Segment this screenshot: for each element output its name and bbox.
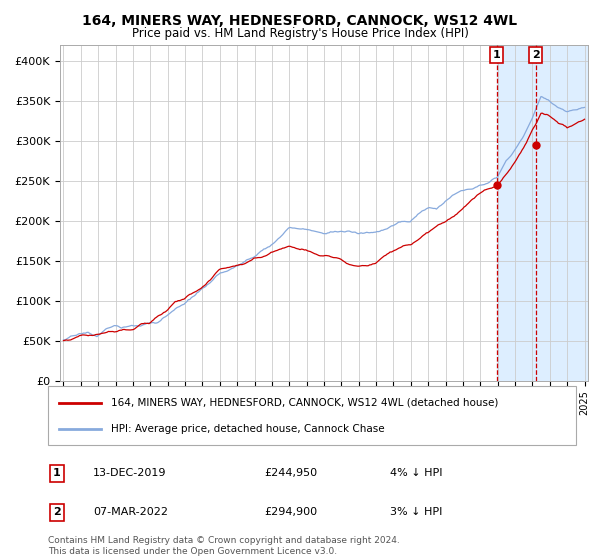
Text: 164, MINERS WAY, HEDNESFORD, CANNOCK, WS12 4WL: 164, MINERS WAY, HEDNESFORD, CANNOCK, WS… (82, 14, 518, 28)
Text: 13-DEC-2019: 13-DEC-2019 (93, 468, 167, 478)
Text: Contains HM Land Registry data © Crown copyright and database right 2024.
This d: Contains HM Land Registry data © Crown c… (48, 536, 400, 556)
Text: 4% ↓ HPI: 4% ↓ HPI (390, 468, 443, 478)
Text: 164, MINERS WAY, HEDNESFORD, CANNOCK, WS12 4WL (detached house): 164, MINERS WAY, HEDNESFORD, CANNOCK, WS… (112, 398, 499, 408)
Text: 3% ↓ HPI: 3% ↓ HPI (390, 507, 442, 517)
Text: 1: 1 (493, 50, 500, 60)
Bar (497, 45, 593, 381)
Text: HPI: Average price, detached house, Cannock Chase: HPI: Average price, detached house, Cann… (112, 424, 385, 434)
Text: £244,950: £244,950 (264, 468, 317, 478)
Text: 2: 2 (53, 507, 61, 517)
FancyBboxPatch shape (48, 386, 576, 445)
Text: 1: 1 (53, 468, 61, 478)
Text: 2: 2 (532, 50, 539, 60)
Text: 07-MAR-2022: 07-MAR-2022 (93, 507, 168, 517)
Text: Price paid vs. HM Land Registry's House Price Index (HPI): Price paid vs. HM Land Registry's House … (131, 27, 469, 40)
Text: £294,900: £294,900 (264, 507, 317, 517)
